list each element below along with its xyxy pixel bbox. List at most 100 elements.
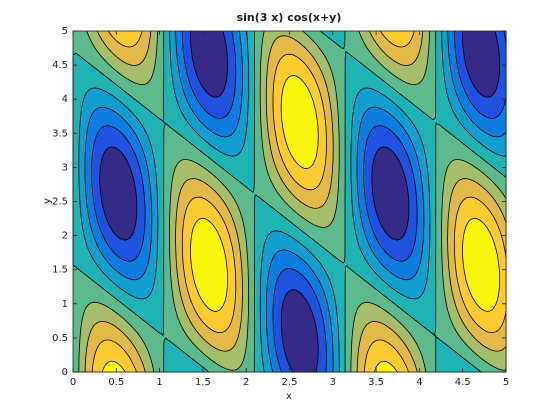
contour-band [73, 167, 80, 170]
contour-band [146, 131, 165, 134]
contour-band [442, 53, 450, 56]
contour-band [364, 179, 373, 182]
contour-band [217, 177, 236, 180]
contour-band [454, 299, 464, 302]
contour-band [436, 301, 447, 304]
contour-band [424, 221, 431, 224]
contour-band [247, 41, 255, 44]
contour-band [242, 289, 250, 292]
contour-band [424, 215, 431, 218]
contour-band [310, 307, 321, 310]
contour-band [499, 53, 507, 56]
contour-band [164, 55, 171, 58]
contour-band [233, 219, 244, 222]
contour-band [339, 259, 346, 262]
contour-band [93, 193, 102, 196]
contour-band [196, 285, 228, 288]
contour-band [503, 107, 507, 110]
contour-band [386, 53, 420, 56]
contour-band [363, 255, 376, 258]
contour-band [324, 169, 333, 172]
contour-band [194, 93, 209, 96]
contour-band [337, 315, 346, 318]
contour-band [436, 291, 445, 294]
contour-band [262, 257, 274, 260]
contour-band [444, 71, 452, 74]
contour-band [497, 251, 506, 254]
contour-band [287, 169, 325, 172]
contour-band [73, 69, 99, 72]
contour-band [118, 271, 146, 274]
contour-band [406, 231, 417, 234]
contour-band [429, 183, 437, 186]
contour-band [417, 211, 425, 214]
contour-band [345, 313, 357, 316]
contour-band [111, 65, 156, 68]
contour-band [92, 165, 102, 168]
contour-band [249, 73, 255, 76]
contour-band [143, 149, 153, 152]
contour-band [164, 199, 171, 202]
contour-band [92, 229, 101, 232]
contour-band [248, 275, 255, 278]
contour-band [498, 261, 507, 264]
contour-band [500, 327, 507, 330]
contour-band [254, 107, 261, 110]
contour-band [436, 95, 449, 98]
contour-band [90, 221, 99, 224]
contour-band [280, 213, 299, 216]
contour-band [309, 303, 320, 306]
contour-band [411, 165, 420, 168]
contour-band [273, 301, 284, 304]
contour-band [417, 229, 425, 232]
contour-band [248, 95, 255, 98]
contour-band [176, 225, 184, 228]
contour-band [85, 175, 93, 178]
contour-band [430, 205, 437, 208]
contour-band [345, 31, 360, 34]
contour-band [445, 297, 454, 300]
contour-band [86, 199, 94, 202]
contour-band [291, 221, 310, 224]
contour-band [442, 269, 450, 272]
contour-band [345, 223, 355, 226]
contour-band [254, 91, 261, 94]
contour-band [148, 109, 165, 112]
contour-band [245, 231, 255, 234]
contour-band [298, 41, 315, 44]
contour-band [436, 39, 443, 42]
contour-band [436, 249, 443, 252]
contour-band [271, 149, 280, 152]
contour-band [418, 161, 428, 164]
contour-band [96, 241, 107, 244]
contour-band [109, 223, 137, 226]
contour-band [436, 271, 444, 274]
contour-band [136, 189, 145, 192]
contour-band [220, 237, 231, 240]
contour-band [100, 167, 131, 170]
contour-band [453, 295, 462, 298]
contour-band [467, 161, 487, 164]
contour-band [345, 109, 354, 112]
contour-band [254, 165, 267, 168]
contour-band [261, 281, 268, 284]
contour-band [457, 63, 467, 66]
contour-band [254, 163, 267, 166]
contour-band [254, 53, 262, 56]
contour-band [345, 285, 373, 288]
contour-band [353, 323, 368, 326]
contour-band [164, 297, 174, 300]
contour-band [360, 211, 368, 214]
contour-band [429, 197, 437, 200]
contour-band [224, 201, 237, 204]
contour-band [473, 297, 499, 300]
contour-band [412, 63, 428, 66]
contour-band [228, 113, 241, 116]
contour-band [184, 115, 197, 118]
contour-band [164, 315, 178, 318]
contour-band [293, 209, 337, 212]
contour-band [142, 175, 150, 178]
contour-band [242, 297, 250, 300]
contour-band [354, 221, 363, 224]
contour-band [364, 189, 373, 192]
